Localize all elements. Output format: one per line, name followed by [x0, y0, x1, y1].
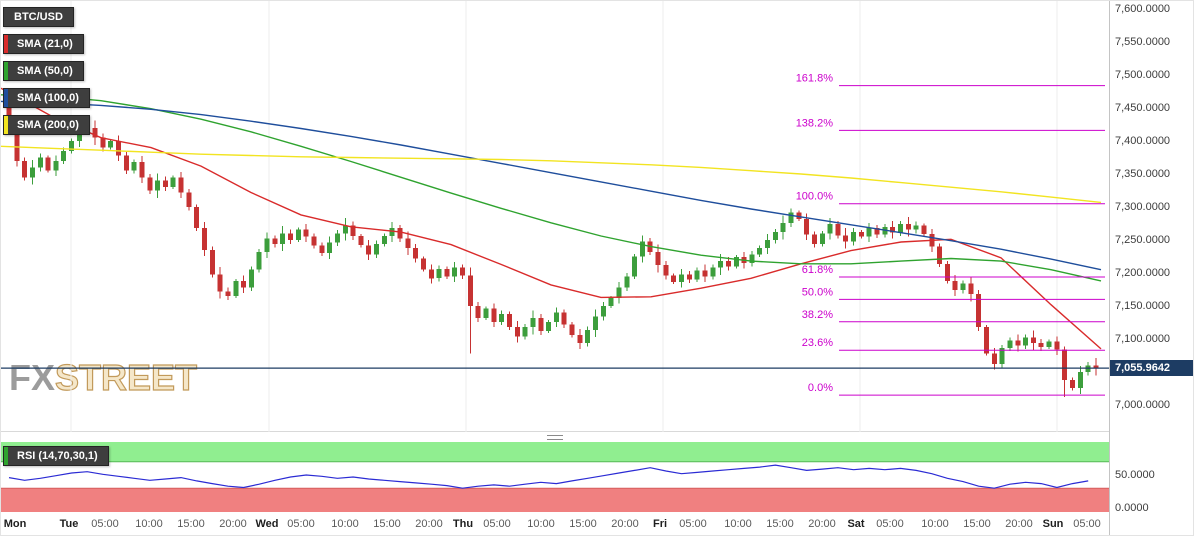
rsi-chart-canvas[interactable] — [1, 442, 1109, 512]
sma-200-label: SMA (200,0) — [17, 119, 79, 131]
sma-100-color-stripe — [4, 89, 8, 107]
time-axis-hour-label: 05:00 — [91, 518, 119, 530]
time-axis-hour-label: 20:00 — [611, 518, 639, 530]
fib-label: 100.0% — [796, 191, 834, 203]
time-axis-day-label: Wed — [255, 518, 279, 530]
price-axis-label: 7,150.0000 — [1115, 300, 1171, 312]
current-price-tag: 7,055.9642 — [1110, 360, 1193, 376]
time-axis-hour-label: 20:00 — [808, 518, 836, 530]
time-axis-hour-label: 15:00 — [177, 518, 205, 530]
rsi-overbought-band — [1, 442, 1109, 462]
sma-21-legend[interactable]: SMA (21,0) — [3, 34, 84, 54]
day-gridlines — [70, 1, 1058, 432]
time-axis-hour-label: 10:00 — [135, 518, 163, 530]
price-chart-panel[interactable]: FXSTREET 161.8% 138.2% 100.0% 61.8% 50.0% 38.… — [1, 1, 1109, 432]
time-axis-day-label: Fri — [652, 518, 668, 530]
sma-100-legend[interactable]: SMA (100,0) — [3, 88, 90, 108]
symbol-badge[interactable]: BTC/USD — [3, 7, 74, 27]
sma-50-color-stripe — [4, 62, 8, 80]
sma-21-label: SMA (21,0) — [17, 38, 73, 50]
time-axis-hour-label: 10:00 — [724, 518, 752, 530]
time-axis-hour-label: 20:00 — [219, 518, 247, 530]
price-axis-label: 7,300.0000 — [1115, 201, 1171, 213]
sma-200-legend[interactable]: SMA (200,0) — [3, 115, 90, 135]
sma50-line — [1, 94, 1102, 282]
sma-200-color-stripe — [4, 116, 8, 134]
sma21-line — [1, 87, 1102, 350]
sma-50-label: SMA (50,0) — [17, 65, 73, 77]
sma-50-legend[interactable]: SMA (50,0) — [3, 61, 84, 81]
time-axis-hour-label: 05:00 — [876, 518, 904, 530]
price-axis-label: 7,450.0000 — [1115, 102, 1171, 114]
price-axis-label: 7,500.0000 — [1115, 69, 1171, 81]
time-axis-day-label: Tue — [59, 518, 79, 530]
price-axis-label: 7,550.0000 — [1115, 36, 1171, 48]
symbol-label: BTC/USD — [14, 11, 63, 23]
rsi-axis-label: 50.0000 — [1115, 469, 1155, 481]
fib-label: 0.0% — [808, 382, 833, 394]
rsi-oversold-band — [1, 488, 1109, 512]
rsi-panel[interactable]: RSI (14,70,30,1) — [1, 442, 1109, 512]
fib-label: 138.2% — [796, 117, 834, 129]
time-axis-hour-label: 15:00 — [373, 518, 401, 530]
price-axis-label: 7,000.0000 — [1115, 399, 1171, 411]
resize-grip-icon — [547, 434, 563, 440]
price-axis-label: 7,250.0000 — [1115, 234, 1171, 246]
price-axis-label: 7,600.0000 — [1115, 3, 1171, 15]
price-axis-label: 7,100.0000 — [1115, 333, 1171, 345]
fib-label: 61.8% — [802, 264, 833, 276]
rsi-color-stripe — [4, 447, 8, 465]
time-axis-hour-label: 10:00 — [921, 518, 949, 530]
sma-100-label: SMA (100,0) — [17, 92, 79, 104]
time-axis-hour-label: 15:00 — [766, 518, 794, 530]
time-axis-hour-label: 05:00 — [679, 518, 707, 530]
fib-label: 50.0% — [802, 286, 833, 298]
rsi-line — [8, 464, 1089, 489]
time-axis-day-label: Sun — [1042, 518, 1064, 530]
fibonacci-levels: 161.8% 138.2% 100.0% 61.8% 50.0% 38.2% 23.6% 0.… — [796, 73, 1105, 396]
time-axis-day-label: Thu — [452, 518, 474, 530]
rsi-axis-label: 0.0000 — [1115, 502, 1149, 514]
time-axis[interactable]: Mon Tue 05:00 10:00 15:00 20:00 Wed 05:00 10:00 1… — [1, 514, 1109, 535]
time-axis-hour-label: 05:00 — [1073, 518, 1101, 530]
time-axis-hour-label: 05:00 — [483, 518, 511, 530]
time-axis-hour-label: 20:00 — [415, 518, 443, 530]
sma200-line — [1, 145, 1102, 204]
watermark-fx: FX — [9, 357, 56, 398]
fib-label: 23.6% — [802, 337, 833, 349]
fxstreet-watermark: FXSTREET — [9, 356, 198, 398]
price-axis[interactable]: 7,055.9642 7,600.0000 7,550.0000 7,500.000… — [1109, 1, 1193, 535]
time-axis-hour-label: 10:00 — [527, 518, 555, 530]
price-axis-label: 7,350.0000 — [1115, 168, 1171, 180]
price-axis-label: 7,200.0000 — [1115, 267, 1171, 279]
time-axis-day-label: Mon — [3, 518, 27, 530]
fib-label: 38.2% — [802, 309, 833, 321]
time-axis-hour-label: 20:00 — [1005, 518, 1033, 530]
legend-stack: BTC/USD SMA (21,0) SMA (50,0) SMA (100,0… — [3, 7, 90, 135]
sma100-line — [1, 100, 1102, 271]
sma-21-color-stripe — [4, 35, 8, 53]
fib-label: 161.8% — [796, 73, 834, 85]
rsi-label: RSI (14,70,30,1) — [17, 450, 98, 462]
price-axis-label: 7,400.0000 — [1115, 135, 1171, 147]
price-chart-canvas[interactable]: 161.8% 138.2% 100.0% 61.8% 50.0% 38.2% 23.6% 0.… — [1, 1, 1109, 432]
time-axis-hour-label: 10:00 — [331, 518, 359, 530]
time-axis-hour-label: 15:00 — [963, 518, 991, 530]
panel-divider[interactable] — [1, 432, 1109, 442]
watermark-street: STREET — [54, 356, 198, 398]
time-axis-hour-label: 15:00 — [569, 518, 597, 530]
rsi-legend-stack: RSI (14,70,30,1) — [3, 446, 109, 466]
candles — [6, 101, 1099, 398]
time-axis-day-label: Sat — [847, 518, 865, 530]
rsi-legend[interactable]: RSI (14,70,30,1) — [3, 446, 109, 466]
time-axis-hour-label: 05:00 — [287, 518, 315, 530]
